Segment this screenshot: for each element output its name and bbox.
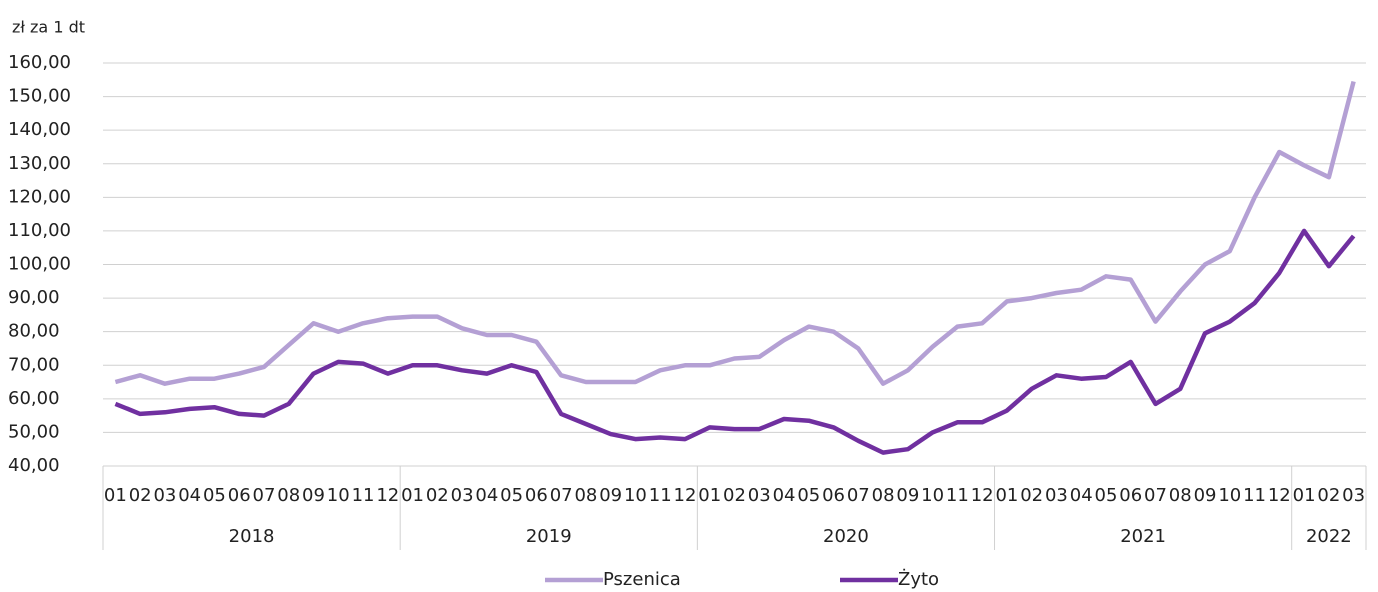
series-line bbox=[114, 80, 1356, 386]
x-tick-label: 02 bbox=[426, 485, 449, 506]
y-tick-label: 140,00 bbox=[8, 119, 71, 140]
y-tick-label: 150,00 bbox=[8, 86, 71, 107]
x-tick-label: 01 bbox=[698, 485, 721, 506]
y-tick-label: 60,00 bbox=[8, 388, 60, 409]
x-tick-label: 04 bbox=[773, 485, 796, 506]
x-tick-label: 08 bbox=[1169, 485, 1192, 506]
x-tick-label: 11 bbox=[946, 485, 969, 506]
x-tick-label: 05 bbox=[1095, 485, 1118, 506]
group-label: 2021 bbox=[1120, 526, 1166, 547]
x-tick-label: 07 bbox=[1144, 485, 1167, 506]
x-tick-label: 01 bbox=[401, 485, 424, 506]
x-tick-label: 04 bbox=[475, 485, 498, 506]
x-tick-label: 03 bbox=[153, 485, 176, 506]
group-label: 2022 bbox=[1306, 526, 1352, 547]
y-tick-label: 110,00 bbox=[8, 220, 71, 241]
x-tick-label: 02 bbox=[723, 485, 746, 506]
y-tick-label: 90,00 bbox=[8, 287, 60, 308]
x-tick-label: 08 bbox=[574, 485, 597, 506]
x-tick-label: 12 bbox=[674, 485, 697, 506]
x-tick-label: 03 bbox=[1342, 485, 1365, 506]
x-tick-label: 12 bbox=[376, 485, 399, 506]
group-label: 2018 bbox=[229, 526, 275, 547]
x-tick-label: 03 bbox=[451, 485, 474, 506]
y-tick-label: 120,00 bbox=[8, 186, 71, 207]
x-tick-label: 09 bbox=[896, 485, 919, 506]
legend-label: Pszenica bbox=[603, 569, 681, 590]
y-tick-label: 80,00 bbox=[8, 321, 60, 342]
x-tick-label: 02 bbox=[1317, 485, 1340, 506]
x-tick-label: 11 bbox=[352, 485, 375, 506]
x-tick-label: 03 bbox=[748, 485, 771, 506]
x-tick-label: 02 bbox=[129, 485, 152, 506]
x-tick-label: 01 bbox=[104, 485, 127, 506]
x-tick-label: 06 bbox=[822, 485, 845, 506]
x-tick-label: 09 bbox=[599, 485, 622, 506]
x-tick-label: 07 bbox=[847, 485, 870, 506]
x-tick-label: 11 bbox=[649, 485, 672, 506]
x-tick-label: 07 bbox=[550, 485, 573, 506]
x-tick-label: 03 bbox=[1045, 485, 1068, 506]
x-tick-label: 10 bbox=[624, 485, 647, 506]
x-tick-label: 05 bbox=[203, 485, 226, 506]
x-tick-label: 06 bbox=[228, 485, 251, 506]
x-tick-label: 01 bbox=[1293, 485, 1316, 506]
x-tick-label: 06 bbox=[1119, 485, 1142, 506]
y-tick-label: 70,00 bbox=[8, 354, 60, 375]
x-tick-label: 12 bbox=[971, 485, 994, 506]
x-tick-label: 04 bbox=[178, 485, 201, 506]
x-tick-label: 09 bbox=[302, 485, 325, 506]
y-tick-label: 160,00 bbox=[8, 52, 71, 73]
x-tick-label: 10 bbox=[1218, 485, 1241, 506]
y-tick-label: 50,00 bbox=[8, 421, 60, 442]
x-tick-label: 08 bbox=[872, 485, 895, 506]
x-tick-label: 10 bbox=[327, 485, 350, 506]
x-tick-label: 04 bbox=[1070, 485, 1093, 506]
x-tick-label: 02 bbox=[1020, 485, 1043, 506]
x-tick-label: 08 bbox=[277, 485, 300, 506]
x-tick-label: 12 bbox=[1268, 485, 1291, 506]
x-tick-label: 07 bbox=[253, 485, 276, 506]
x-tick-label: 05 bbox=[500, 485, 523, 506]
series-line bbox=[114, 228, 1356, 455]
y-axis-label: zł za 1 dt bbox=[12, 18, 85, 37]
x-tick-label: 11 bbox=[1243, 485, 1266, 506]
y-tick-label: 40,00 bbox=[8, 455, 60, 476]
y-tick-label: 130,00 bbox=[8, 153, 71, 174]
group-label: 2019 bbox=[526, 526, 572, 547]
legend-label: Żyto bbox=[898, 569, 939, 590]
x-tick-label: 05 bbox=[797, 485, 820, 506]
x-tick-label: 01 bbox=[995, 485, 1018, 506]
x-tick-label: 09 bbox=[1194, 485, 1217, 506]
y-tick-label: 100,00 bbox=[8, 254, 71, 275]
x-tick-label: 10 bbox=[921, 485, 944, 506]
x-tick-label: 06 bbox=[525, 485, 548, 506]
group-label: 2020 bbox=[823, 526, 869, 547]
